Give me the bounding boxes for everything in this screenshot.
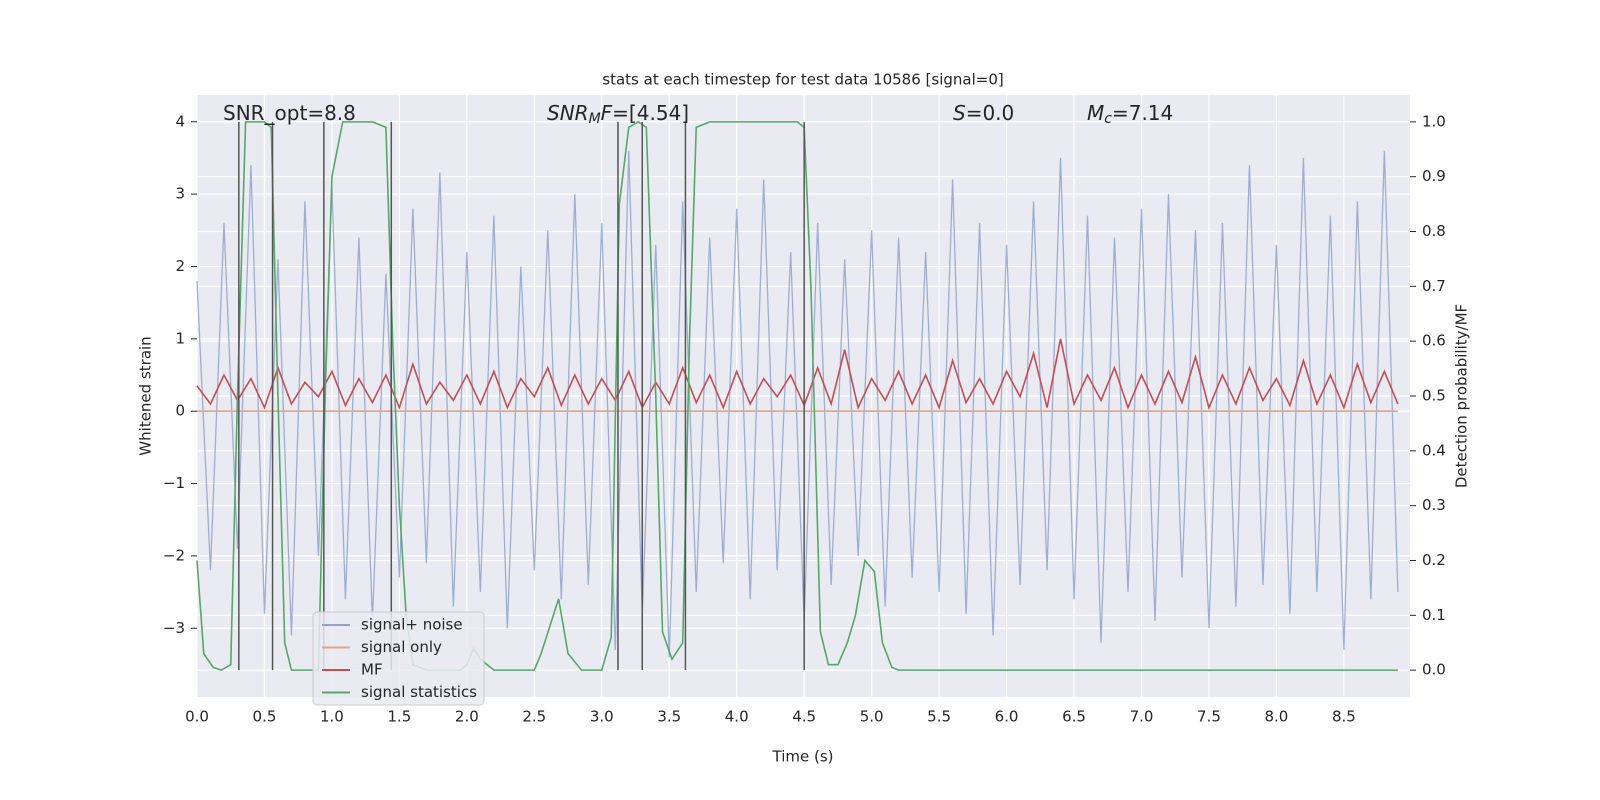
y-tick-label: 2 xyxy=(175,257,185,275)
y-tick-label: 0 xyxy=(175,402,185,420)
annotation-part: =0.0 xyxy=(966,101,1015,125)
annotation-part: SNR_opt=8.8 xyxy=(223,101,356,125)
y2-tick-label: 0.3 xyxy=(1422,496,1446,514)
y2-tick-label: 0.2 xyxy=(1422,551,1446,569)
annotation: Mc=7.14 xyxy=(1087,101,1173,128)
annotation: SNRMF=[4.54] xyxy=(547,101,689,128)
series-line xyxy=(196,150,1399,658)
legend-label: signal only xyxy=(361,638,442,656)
annotation-part: F xyxy=(601,101,613,125)
x-tick-label: 5.5 xyxy=(927,708,951,726)
annotation-part: =[4.54] xyxy=(612,101,689,125)
x-tick-label: 1.0 xyxy=(320,708,344,726)
x-tick-label: 4.5 xyxy=(792,708,816,726)
series-line xyxy=(196,338,1399,411)
y2-tick-label: 0.6 xyxy=(1422,332,1446,350)
legend-box xyxy=(312,611,485,706)
x-tick-label: 6.0 xyxy=(995,708,1019,726)
legend-label: MF xyxy=(361,661,383,679)
x-tick-label: 2.5 xyxy=(522,708,546,726)
x-tick-label: 7.5 xyxy=(1197,708,1221,726)
annotation: S=0.0 xyxy=(953,101,1014,125)
chart-title: stats at each timestep for test data 105… xyxy=(602,71,1003,89)
x-tick-label: 0.0 xyxy=(185,708,209,726)
annotation-part: M xyxy=(589,111,601,127)
x-tick-label: 5.0 xyxy=(860,708,884,726)
y-axis-label: Whitened strain xyxy=(137,336,155,455)
legend-label: signal+ noise xyxy=(361,616,463,634)
annotation-part: SNR xyxy=(547,101,589,125)
y2-tick-label: 0.5 xyxy=(1422,387,1446,405)
y2-tick-label: 0.1 xyxy=(1422,606,1446,624)
annotation-part: =7.14 xyxy=(1112,101,1173,125)
x-tick-label: 2.0 xyxy=(455,708,479,726)
x-axis-label: Time (s) xyxy=(772,748,834,766)
annotation-part: c xyxy=(1104,111,1112,127)
legend-label: signal statistics xyxy=(361,683,477,701)
y-tick-label: −1 xyxy=(163,474,185,492)
x-tick-label: 4.0 xyxy=(725,708,749,726)
annotation-part: S xyxy=(953,101,966,125)
x-tick-label: 8.0 xyxy=(1264,708,1288,726)
x-tick-label: 3.5 xyxy=(657,708,681,726)
y-tick-label: 3 xyxy=(175,185,185,203)
y2-tick-label: 0.0 xyxy=(1422,661,1446,679)
annotation-part: M xyxy=(1087,101,1104,125)
annotation: SNR_opt=8.8 xyxy=(223,101,356,125)
y2-tick-label: 0.8 xyxy=(1422,222,1446,240)
x-tick-label: 3.0 xyxy=(590,708,614,726)
y-tick-label: 4 xyxy=(175,112,185,130)
x-tick-label: 1.5 xyxy=(387,708,411,726)
x-tick-label: 0.5 xyxy=(253,708,277,726)
x-tick-label: 6.5 xyxy=(1062,708,1086,726)
y2-tick-label: 0.9 xyxy=(1422,167,1446,185)
y2-axis-label: Detection probability/MF xyxy=(1453,304,1471,488)
y2-tick-label: 1.0 xyxy=(1422,112,1446,130)
y-tick-label: −2 xyxy=(163,546,185,564)
y2-tick-label: 0.4 xyxy=(1422,441,1446,459)
series-line xyxy=(196,120,1398,672)
x-tick-label: 7.0 xyxy=(1130,708,1154,726)
y-tick-label: 1 xyxy=(175,329,185,347)
x-tick-label: 8.5 xyxy=(1332,708,1356,726)
y2-tick-label: 0.7 xyxy=(1422,277,1446,295)
y-tick-label: −3 xyxy=(163,619,185,637)
